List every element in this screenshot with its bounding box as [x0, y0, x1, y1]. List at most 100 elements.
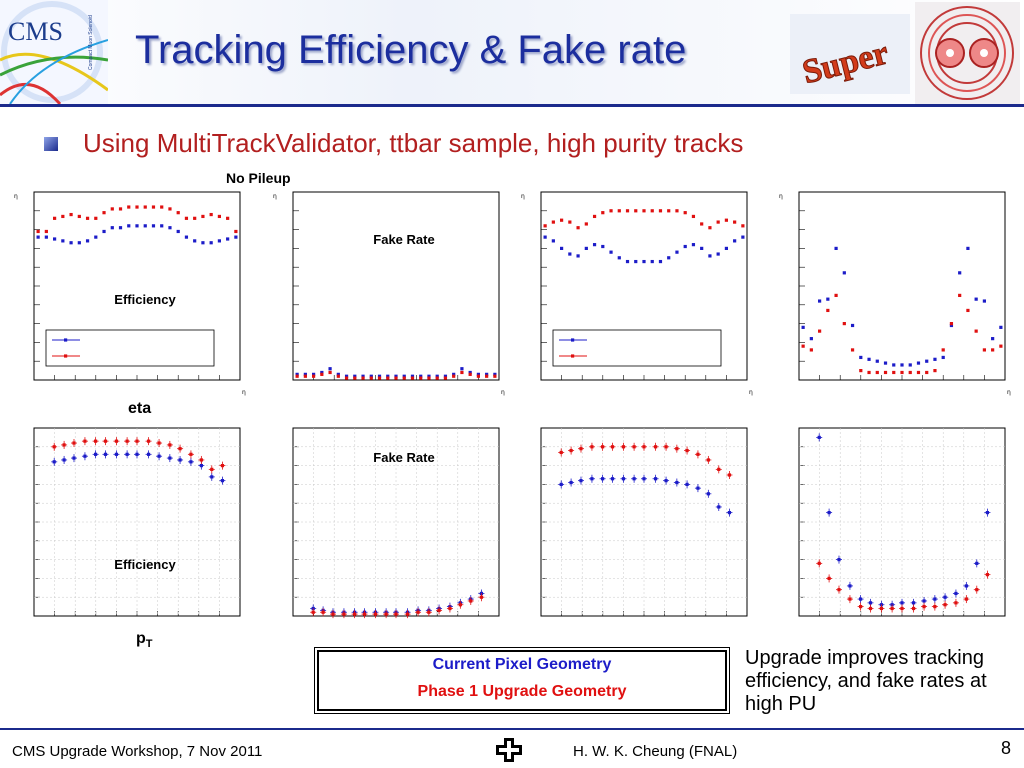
data-point-series-0 [859, 355, 863, 360]
data-point-series-1 [53, 216, 57, 220]
data-point-series-0 [632, 477, 636, 481]
data-point-series-1 [402, 376, 406, 380]
data-point-series-1 [985, 573, 990, 577]
data-point-series-1 [559, 450, 563, 455]
data-point-series-1 [801, 344, 805, 348]
data-point-series-0 [201, 241, 205, 245]
y-axis-eta-symbol: η [521, 193, 525, 200]
data-point-series-1 [741, 224, 745, 228]
data-point-series-0 [991, 337, 995, 341]
data-point-series-0 [77, 241, 81, 245]
x-axis-eta-symbol: η [501, 389, 505, 396]
data-point-series-0 [146, 452, 151, 456]
data-point-series-0 [435, 374, 439, 378]
data-point-series-1 [321, 610, 325, 614]
plot-eta-efficiency-pileup: ηη [521, 191, 753, 396]
legend-marker-series-1 [571, 354, 575, 358]
data-point-series-0 [61, 239, 65, 243]
data-point-series-1 [362, 612, 367, 616]
data-point-series-1 [943, 603, 947, 607]
page-number: 8 [1001, 738, 1012, 758]
data-point-series-0 [127, 224, 131, 228]
data-point-series-0 [303, 372, 307, 376]
data-point-series-0 [443, 374, 448, 378]
data-point-series-0 [716, 252, 720, 256]
data-point-series-1 [427, 376, 431, 380]
data-point-series-1 [933, 369, 937, 373]
data-point-series-0 [664, 479, 668, 483]
footer-event: CMS Upgrade Workshop, 7 Nov 2011 [12, 743, 263, 760]
data-point-series-0 [226, 237, 230, 241]
data-point-series-1 [336, 374, 340, 378]
data-point-series-0 [168, 226, 172, 230]
data-point-series-0 [943, 595, 947, 599]
data-point-series-0 [675, 480, 679, 485]
data-point-series-1 [479, 595, 484, 599]
data-point-series-0 [949, 323, 954, 328]
data-point-series-1 [157, 441, 161, 445]
data-point-series-1 [621, 445, 626, 449]
data-point-series-1 [118, 207, 123, 211]
data-point-series-1 [867, 370, 871, 375]
data-point-series-0 [900, 363, 904, 367]
data-point-series-0 [386, 374, 390, 378]
data-point-series-0 [353, 374, 357, 378]
data-point-series-1 [817, 561, 821, 565]
data-point-series-1 [443, 376, 448, 380]
data-point-series-1 [168, 207, 172, 211]
data-point-series-0 [568, 252, 572, 256]
legend-marker-series-0 [64, 338, 68, 342]
data-point-series-0 [696, 486, 700, 490]
data-point-series-1 [850, 348, 855, 352]
data-point-series-0 [485, 372, 489, 376]
data-point-series-0 [867, 357, 871, 361]
data-point-series-0 [642, 477, 646, 481]
data-point-series-1 [77, 214, 81, 219]
data-point-series-1 [61, 214, 65, 219]
data-point-series-1 [110, 207, 114, 211]
data-point-series-1 [842, 322, 846, 326]
plot-label: Fake Rate [373, 232, 434, 247]
plot-pt-efficiency-pileup [540, 427, 748, 617]
data-point-series-1 [361, 376, 365, 380]
data-point-series-0 [958, 271, 962, 275]
data-point-series-0 [908, 363, 912, 367]
data-point-series-0 [827, 511, 831, 515]
data-point-series-0 [875, 359, 879, 363]
data-point-series-1 [320, 372, 324, 376]
data-point-series-0 [741, 235, 745, 239]
data-point-series-1 [706, 458, 710, 462]
data-point-series-1 [193, 216, 197, 220]
data-point-series-1 [476, 374, 480, 378]
data-point-series-0 [717, 505, 721, 509]
data-point-series-1 [460, 370, 464, 375]
data-point-series-1 [708, 226, 712, 230]
data-point-series-0 [427, 374, 431, 378]
data-point-series-0 [617, 256, 621, 260]
data-point-series-0 [826, 297, 830, 301]
data-point-series-1 [342, 612, 346, 616]
x-axis-eta-symbol: η [242, 389, 246, 396]
data-point-series-1 [94, 216, 98, 220]
data-point-series-0 [135, 452, 139, 456]
data-point-series-1 [369, 376, 373, 380]
plot-pt-fakerate-nopileup: Fake Rate [292, 427, 500, 619]
data-point-series-1 [610, 445, 615, 449]
data-point-series-0 [143, 224, 147, 228]
cms-logo: CMS Compact Muon Solenoid [0, 0, 108, 104]
data-point-series-1 [201, 214, 205, 219]
legend-marker-series-0 [571, 338, 575, 342]
data-point-series-1 [675, 447, 679, 451]
data-point-series-0 [189, 460, 193, 464]
data-point-series-0 [419, 374, 423, 378]
data-point-series-0 [217, 239, 221, 243]
data-point-series-1 [809, 348, 813, 352]
data-point-series-1 [925, 370, 929, 375]
data-point-series-1 [590, 445, 594, 449]
data-point-series-0 [601, 477, 605, 481]
data-point-series-0 [922, 599, 926, 603]
data-point-series-0 [220, 479, 225, 483]
pt-row-label-base: p [136, 630, 146, 647]
data-point-series-1 [691, 214, 696, 219]
plot-legend-box [45, 329, 215, 367]
